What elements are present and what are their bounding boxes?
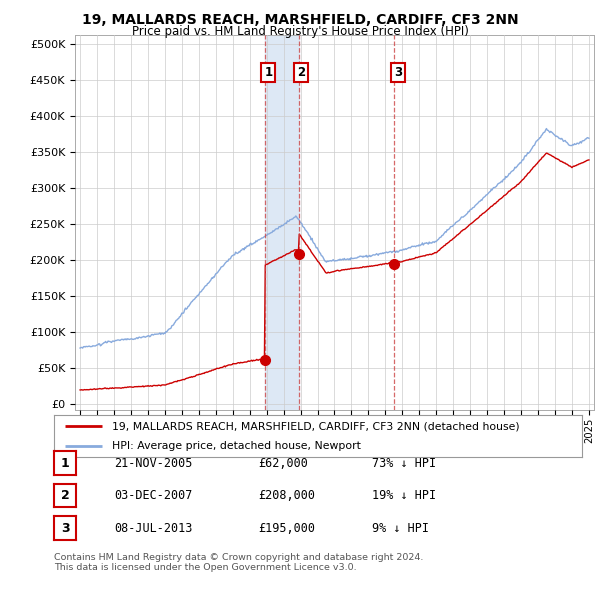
Text: 1: 1 (61, 457, 70, 470)
Text: 3: 3 (61, 522, 70, 535)
Text: This data is licensed under the Open Government Licence v3.0.: This data is licensed under the Open Gov… (54, 563, 356, 572)
Bar (265, 35, 299, 410)
Text: 21-NOV-2005: 21-NOV-2005 (114, 457, 193, 470)
Text: 08-JUL-2013: 08-JUL-2013 (114, 522, 193, 535)
Text: 03-DEC-2007: 03-DEC-2007 (114, 489, 193, 502)
Text: 2: 2 (298, 66, 305, 80)
Text: £208,000: £208,000 (258, 489, 315, 502)
Text: HPI: Average price, detached house, Newport: HPI: Average price, detached house, Newp… (112, 441, 361, 451)
Text: 19% ↓ HPI: 19% ↓ HPI (372, 489, 436, 502)
Text: 3: 3 (394, 66, 402, 80)
Text: Price paid vs. HM Land Registry's House Price Index (HPI): Price paid vs. HM Land Registry's House … (131, 25, 469, 38)
Text: £195,000: £195,000 (258, 522, 315, 535)
Text: 19, MALLARDS REACH, MARSHFIELD, CARDIFF, CF3 2NN (detached house): 19, MALLARDS REACH, MARSHFIELD, CARDIFF,… (112, 421, 520, 431)
Text: 1: 1 (264, 66, 272, 80)
Text: 2: 2 (61, 489, 70, 502)
Text: 9% ↓ HPI: 9% ↓ HPI (372, 522, 429, 535)
Text: 19, MALLARDS REACH, MARSHFIELD, CARDIFF, CF3 2NN: 19, MALLARDS REACH, MARSHFIELD, CARDIFF,… (82, 13, 518, 27)
Text: Contains HM Land Registry data © Crown copyright and database right 2024.: Contains HM Land Registry data © Crown c… (54, 553, 424, 562)
Text: 73% ↓ HPI: 73% ↓ HPI (372, 457, 436, 470)
Text: £62,000: £62,000 (258, 457, 308, 470)
